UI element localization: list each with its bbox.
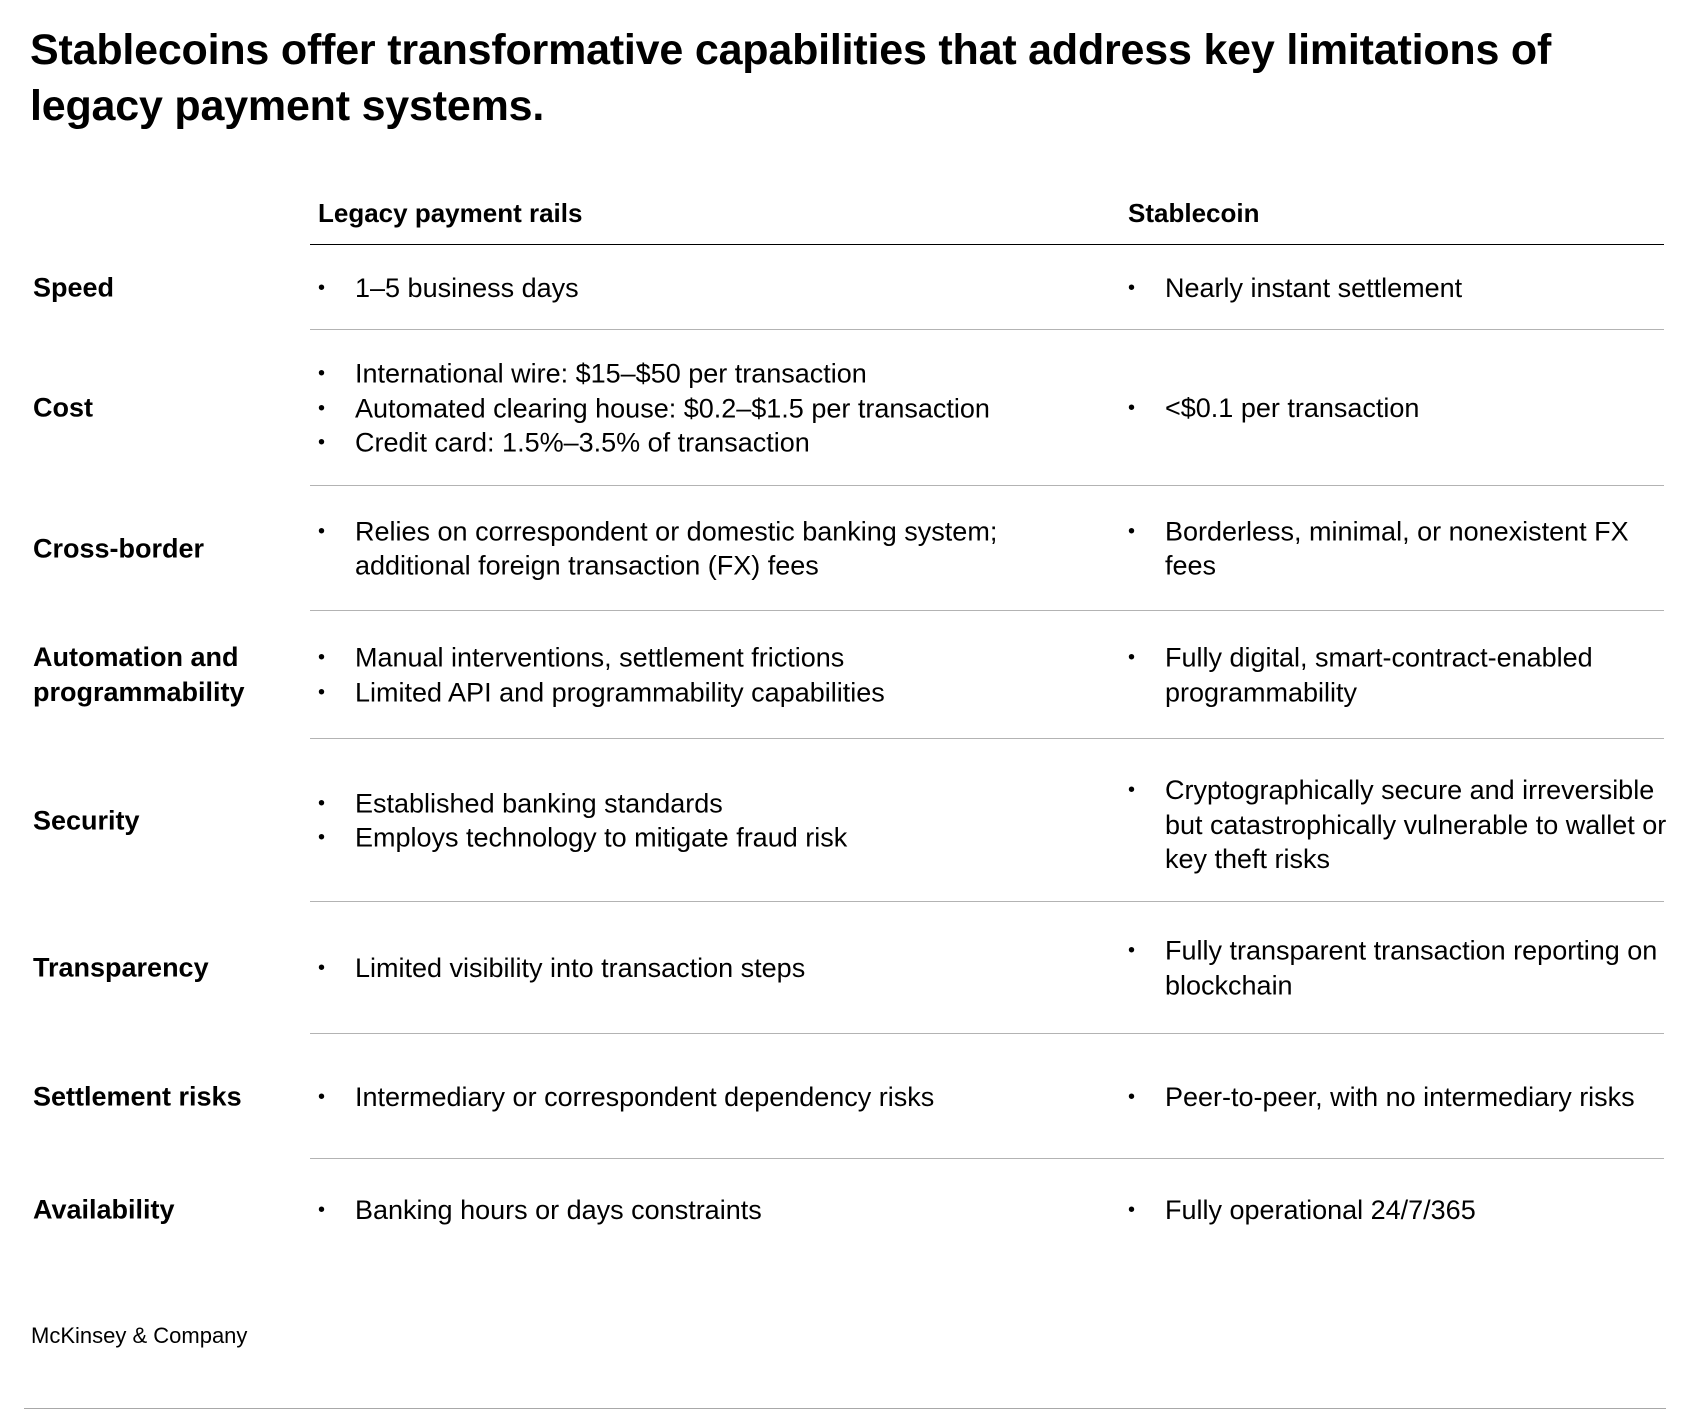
list-item: Borderless, minimal, or nonexistent FX f… (1128, 514, 1668, 583)
list-item: Fully transparent transaction reporting … (1128, 934, 1668, 1003)
legacy-cell: Banking hours or days constraints (318, 1193, 1078, 1228)
row-label: Availability (33, 1194, 175, 1225)
row-divider (310, 738, 1664, 739)
list-item: Banking hours or days constraints (318, 1193, 1078, 1228)
list-item: Fully operational 24/7/365 (1128, 1193, 1668, 1228)
row-divider (310, 329, 1664, 330)
table-row-automation: Automation and programmability Manual in… (0, 611, 1708, 739)
table-row-cross-border: Cross-border Relies on correspondent or … (0, 486, 1708, 611)
legacy-cell: International wire: $15–$50 per transact… (318, 356, 1078, 460)
list-item: Relies on correspondent or domestic bank… (318, 514, 1078, 583)
row-divider (310, 1158, 1664, 1159)
list-item: Limited visibility into transaction step… (318, 951, 1078, 986)
row-label: Automation and programmability (33, 642, 245, 707)
legacy-cell: Relies on correspondent or domestic bank… (318, 514, 1078, 583)
header-divider (310, 244, 1664, 245)
table-row-transparency: Transparency Limited visibility into tra… (0, 902, 1708, 1034)
stablecoin-cell: Cryptographically secure and irreversibl… (1128, 773, 1668, 877)
source-credit: McKinsey & Company (31, 1323, 248, 1348)
table-row-settlement-risks: Settlement risks Intermediary or corresp… (0, 1034, 1708, 1159)
stablecoin-cell: <$0.1 per transaction (1128, 391, 1668, 426)
list-item: Cryptographically secure and irreversibl… (1128, 773, 1668, 877)
list-item: 1–5 business days (318, 271, 1078, 306)
row-label: Settlement risks (33, 1081, 242, 1111)
list-item: Manual interventions, settlement frictio… (318, 641, 1078, 676)
stablecoin-cell: Fully operational 24/7/365 (1128, 1193, 1668, 1228)
legacy-cell: Intermediary or correspondent dependency… (318, 1079, 1078, 1114)
list-item: Credit card: 1.5%–3.5% of transaction (318, 425, 1078, 460)
row-divider (310, 485, 1664, 486)
list-item: Limited API and programmability capabili… (318, 675, 1078, 710)
list-item: Intermediary or correspondent dependency… (318, 1079, 1078, 1114)
row-label: Cost (33, 392, 93, 423)
row-label: Speed (33, 272, 115, 303)
list-item: Employs technology to mitigate fraud ris… (318, 821, 1078, 856)
stablecoin-cell: Nearly instant settlement (1128, 271, 1668, 306)
list-item: Fully digital, smart-contract-enabled pr… (1128, 641, 1668, 710)
table-row-availability: Availability Banking hours or days const… (0, 1159, 1708, 1261)
list-item: <$0.1 per transaction (1128, 391, 1668, 426)
row-divider (310, 1033, 1664, 1034)
row-label: Cross-border (33, 533, 205, 563)
row-label: Security (33, 805, 140, 835)
stablecoin-cell: Fully digital, smart-contract-enabled pr… (1128, 641, 1668, 710)
stablecoin-cell: Fully transparent transaction reporting … (1128, 934, 1668, 1003)
list-item: Automated clearing house: $0.2–$1.5 per … (318, 391, 1078, 426)
column-header-legacy: Legacy payment rails (318, 198, 583, 228)
list-item: Nearly instant settlement (1128, 271, 1668, 306)
legacy-cell: 1–5 business days (318, 271, 1078, 306)
legacy-cell: Established banking standards Employs te… (318, 786, 1078, 855)
page-title: Stablecoins offer transformative capabil… (30, 26, 1552, 130)
footer-divider (24, 1408, 1666, 1409)
row-label: Transparency (33, 952, 209, 983)
stablecoin-cell: Borderless, minimal, or nonexistent FX f… (1128, 514, 1668, 583)
legacy-cell: Manual interventions, settlement frictio… (318, 641, 1078, 710)
column-header-stablecoin: Stablecoin (1128, 198, 1260, 228)
legacy-cell: Limited visibility into transaction step… (318, 951, 1078, 986)
list-item: Established banking standards (318, 786, 1078, 821)
row-divider (310, 901, 1664, 902)
stablecoin-cell: Peer-to-peer, with no intermediary risks (1128, 1079, 1668, 1114)
table-row-security: Security Established banking standards E… (0, 739, 1708, 902)
list-item: International wire: $15–$50 per transact… (318, 356, 1078, 391)
table-row-speed: Speed 1–5 business days Nearly instant s… (0, 246, 1708, 330)
list-item: Peer-to-peer, with no intermediary risks (1128, 1079, 1668, 1114)
row-divider (310, 610, 1664, 611)
table-row-cost: Cost International wire: $15–$50 per tra… (0, 330, 1708, 486)
